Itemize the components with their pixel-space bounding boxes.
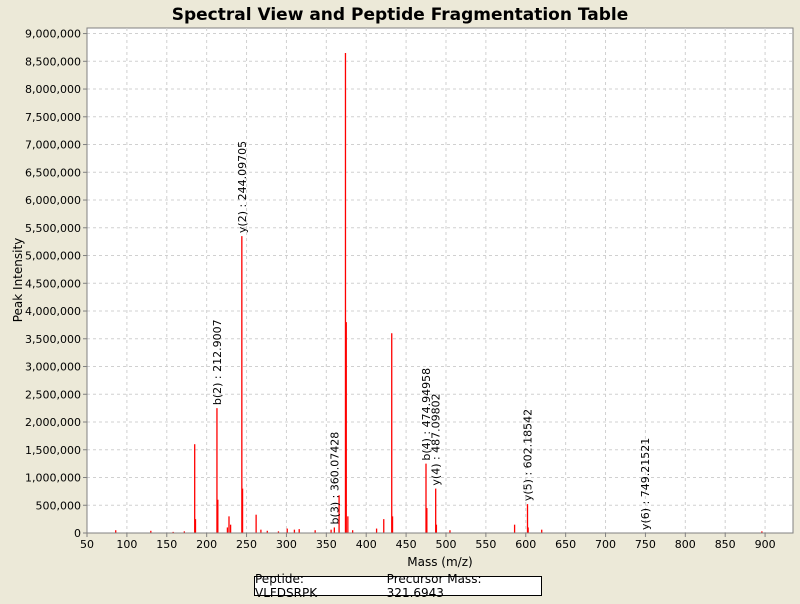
plot-area <box>86 27 794 534</box>
y-tick-label: 3,000,000 <box>25 361 81 374</box>
x-tick-label: 350 <box>316 538 337 551</box>
precursor-mass-label: Precursor Mass: 321.6943 <box>386 572 482 600</box>
y-tick-label: 1,500,000 <box>25 444 81 457</box>
x-tick-label: 550 <box>475 538 496 551</box>
y-tick-label: 4,000,000 <box>25 305 81 318</box>
y-tick-label: 1,000,000 <box>25 472 81 485</box>
peaks-layer <box>115 52 763 533</box>
peak-annotation: y(5) : 602.18542 <box>522 409 535 501</box>
annotations-layer: b(2) : 212.9007 y(2) : 244.09705 b(3) : 36… <box>211 141 652 530</box>
x-axis: 50 100 150 200 250 300 350 400 450 500 550 600 650 70… <box>80 532 793 551</box>
peak-annotation: b(4) : 474.94958 <box>420 368 433 461</box>
y-tick-label: 5,000,000 <box>25 250 81 263</box>
y-tick-label: 7,000,000 <box>25 139 81 152</box>
y-tick-label: 8,500,000 <box>25 55 81 68</box>
y-axis-label: Peak Intensity <box>11 238 25 323</box>
peak-annotation: y(6) : 749.21521 <box>639 438 652 530</box>
y-tick-label: 9,000,000 <box>25 28 81 41</box>
peak-annotation: y(4) : 487.09802 <box>430 393 443 485</box>
peak-annotation: b(3) : 360.07428 <box>328 432 341 525</box>
x-tick-label: 50 <box>80 538 94 551</box>
x-tick-label: 750 <box>635 538 656 551</box>
y-tick-label: 4,500,000 <box>25 277 81 290</box>
x-tick-label: 500 <box>435 538 456 551</box>
peak-annotation: b(2) : 212.9007 <box>211 319 224 405</box>
x-tick-label: 650 <box>555 538 576 551</box>
x-tick-label: 800 <box>675 538 696 551</box>
y-tick-label: 5,500,000 <box>25 222 81 235</box>
peptide-label: Peptide: VLFDSRPK <box>255 572 318 600</box>
x-tick-label: 450 <box>396 538 417 551</box>
x-tick-label: 900 <box>755 538 776 551</box>
y-tick-label: 3,500,000 <box>25 333 81 346</box>
y-tick-label: 500,000 <box>36 499 82 512</box>
y-tick-label: 2,000,000 <box>25 416 81 429</box>
x-tick-label: 100 <box>116 538 137 551</box>
x-tick-label: 250 <box>236 538 257 551</box>
y-tick-label: 0 <box>74 527 81 540</box>
x-tick-label: 400 <box>356 538 377 551</box>
x-tick-label: 150 <box>156 538 177 551</box>
y-tick-label: 6,500,000 <box>25 166 81 179</box>
y-tick-label: 6,000,000 <box>25 194 81 207</box>
x-tick-label: 300 <box>276 538 297 551</box>
y-axis: 0 500,000 1,000,000 1,500,000 2,000,000 2,500… <box>25 28 88 540</box>
y-tick-label: 2,500,000 <box>25 388 81 401</box>
peak-annotation: y(2) : 244.09705 <box>236 141 249 233</box>
x-tick-label: 200 <box>196 538 217 551</box>
chart-title: Spectral View and Peptide Fragmentation … <box>172 5 629 25</box>
x-tick-label: 600 <box>515 538 536 551</box>
x-axis-label: Mass (m/z) <box>407 555 472 569</box>
y-tick-label: 8,000,000 <box>25 83 81 96</box>
y-tick-label: 7,500,000 <box>25 111 81 124</box>
peptide-info-box: Peptide: VLFDSRPK Precursor Mass: 321.69… <box>254 572 542 600</box>
x-tick-label: 700 <box>595 538 616 551</box>
x-tick-label: 850 <box>715 538 736 551</box>
